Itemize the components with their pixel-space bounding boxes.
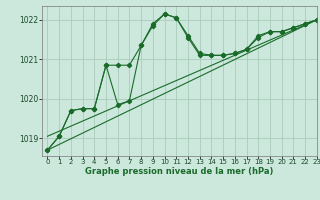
X-axis label: Graphe pression niveau de la mer (hPa): Graphe pression niveau de la mer (hPa)	[85, 167, 273, 176]
